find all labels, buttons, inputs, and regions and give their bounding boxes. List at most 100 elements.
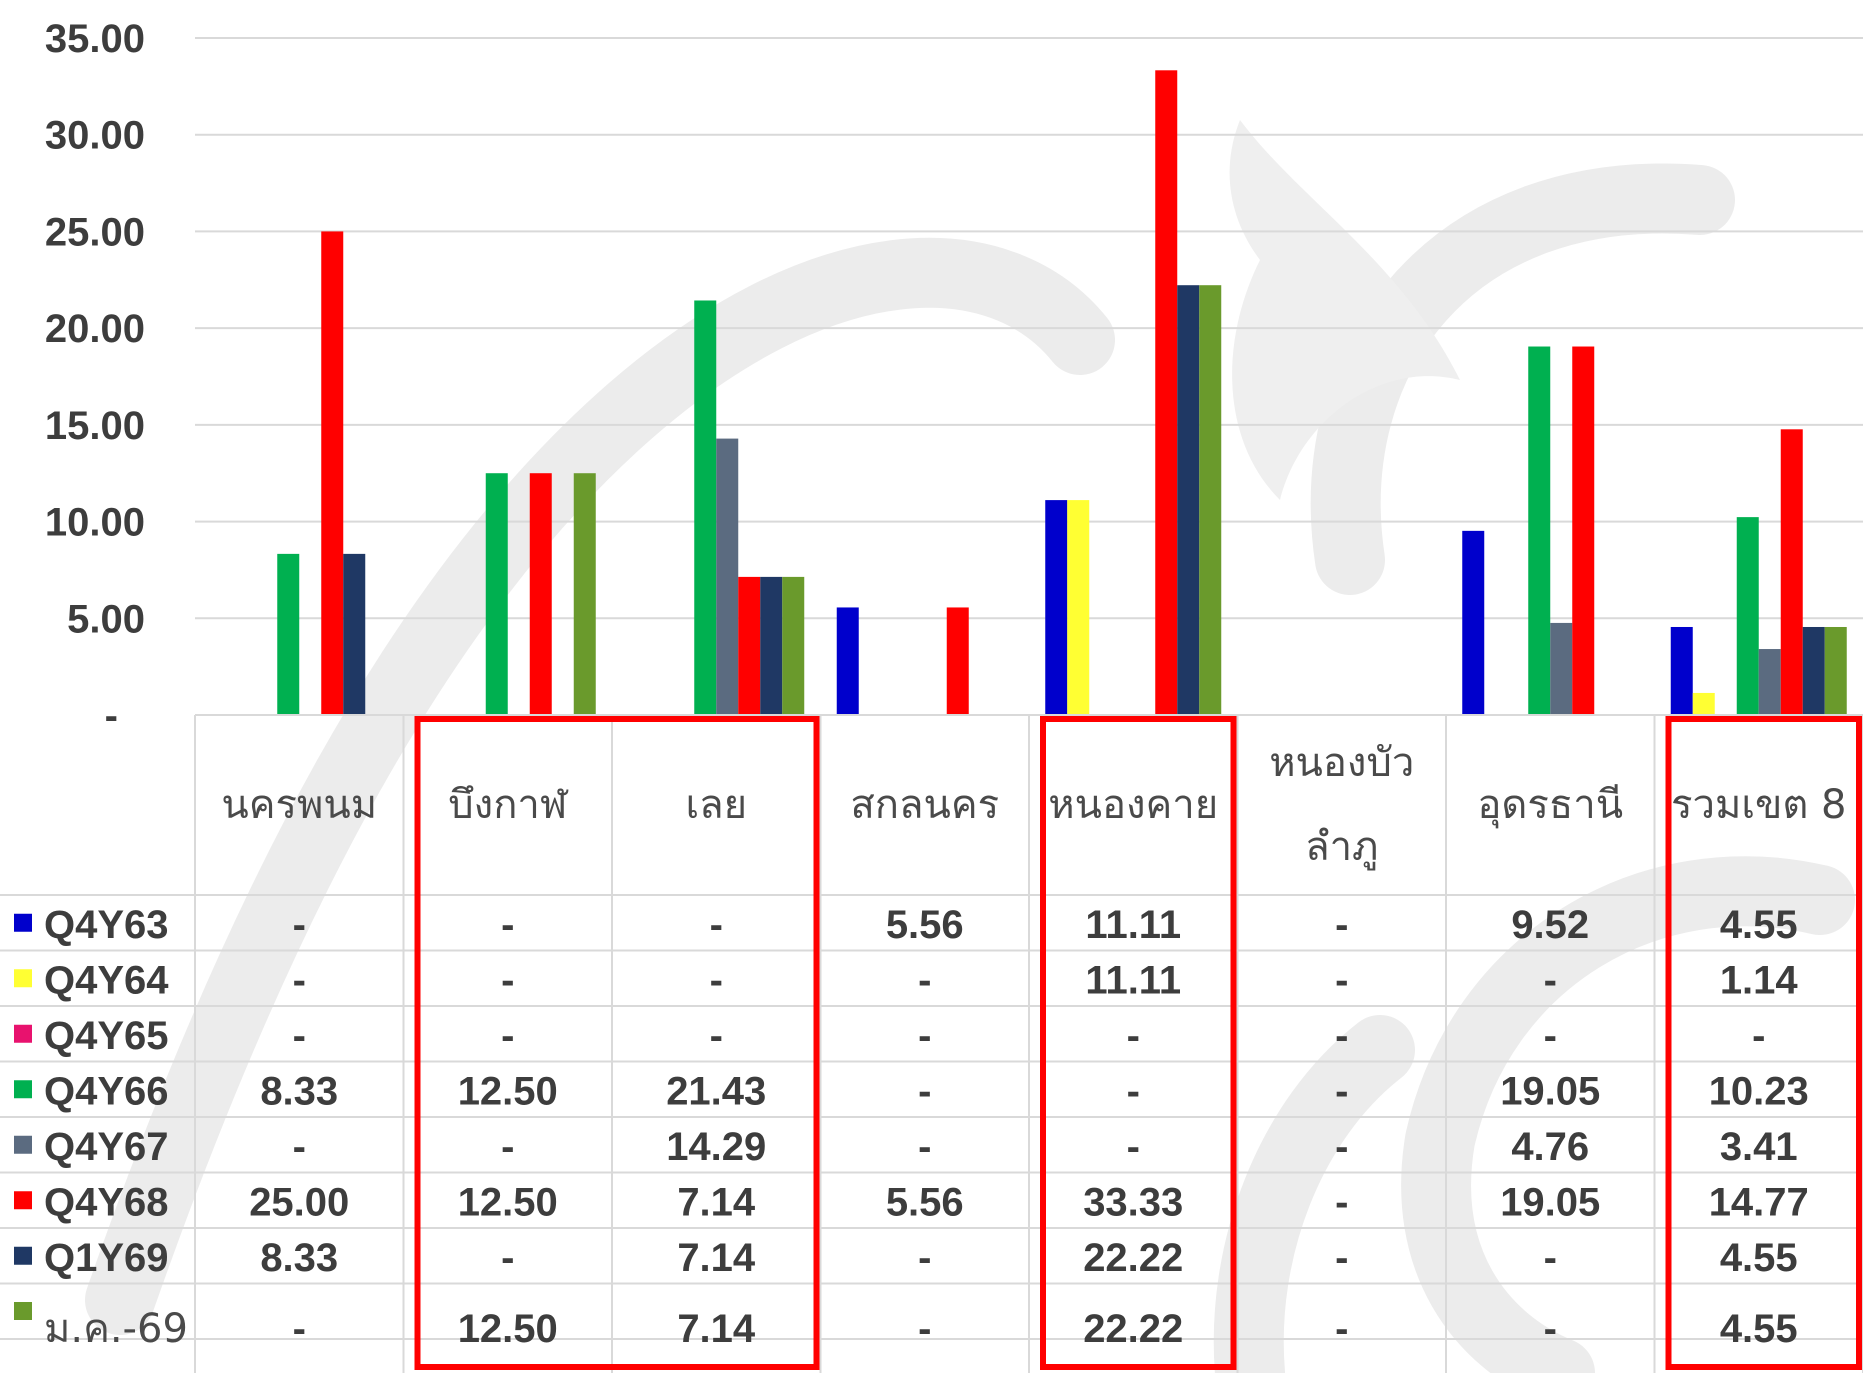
bar	[1067, 500, 1090, 715]
data-label: 14.77	[1709, 1180, 1809, 1224]
data-label: -	[293, 1125, 306, 1169]
data-label: 1.14	[1720, 958, 1799, 1002]
y-tick-label: 30.00	[45, 114, 145, 158]
bar	[694, 300, 717, 715]
y-tick-label: 35.00	[45, 17, 145, 61]
category-label: อุดรธานี	[1477, 782, 1623, 829]
data-label: 5.56	[886, 903, 964, 947]
bar	[1177, 285, 1200, 715]
category-label: เลย	[685, 782, 747, 828]
series-label: Q4Y68	[44, 1180, 169, 1224]
data-label: -	[918, 1125, 931, 1169]
y-tick-label: 20.00	[45, 307, 145, 351]
data-label: -	[1335, 1307, 1348, 1351]
bar	[277, 553, 300, 715]
bar	[573, 473, 596, 715]
data-label: -	[1335, 958, 1348, 1002]
data-label: -	[1544, 1307, 1557, 1351]
bar	[760, 576, 783, 715]
data-label: -	[918, 1014, 931, 1058]
data-label: 4.76	[1511, 1125, 1589, 1169]
data-label: 22.22	[1083, 1307, 1183, 1351]
y-tick-label: 10.00	[45, 501, 145, 545]
data-label: -	[501, 1125, 514, 1169]
data-label: -	[501, 958, 514, 1002]
bar	[1528, 346, 1551, 715]
data-label: 19.05	[1500, 1180, 1600, 1224]
data-label: 4.55	[1720, 903, 1798, 947]
category-label: สกลนคร	[850, 782, 999, 828]
bar	[738, 576, 761, 715]
bar	[836, 607, 859, 715]
bar	[1155, 70, 1178, 716]
data-label: -	[293, 958, 306, 1002]
data-label: 19.05	[1500, 1069, 1600, 1113]
category-label: รวมเขต 8	[1671, 782, 1846, 828]
series-label: ม.ค.-69	[44, 1306, 188, 1352]
legend-swatch	[14, 1246, 32, 1265]
bar	[1572, 346, 1595, 715]
data-label: -	[918, 1307, 931, 1351]
data-label: 7.14	[677, 1180, 756, 1224]
y-tick-label: -	[105, 694, 118, 738]
y-tick-label: 25.00	[45, 210, 145, 254]
legend-swatch	[14, 1080, 32, 1099]
data-label: 12.50	[458, 1180, 558, 1224]
category-label: หนองคาย	[1048, 782, 1218, 828]
data-label: -	[710, 903, 723, 947]
bar	[1736, 517, 1759, 715]
series-label: Q4Y66	[44, 1069, 169, 1113]
bar	[1670, 626, 1693, 715]
category-label: นครพนม	[221, 782, 377, 828]
data-label: -	[293, 1307, 306, 1351]
bar	[485, 473, 508, 715]
legend-swatch	[14, 1135, 32, 1154]
data-label: -	[501, 903, 514, 947]
highlight-boxes	[414, 716, 1862, 1370]
data-label: 10.23	[1709, 1069, 1809, 1113]
data-label: 7.14	[677, 1236, 756, 1280]
bar	[321, 231, 344, 715]
data-label: 4.55	[1720, 1307, 1798, 1351]
data-label: 22.22	[1083, 1236, 1183, 1280]
bar	[1550, 622, 1573, 715]
legend-swatch	[14, 1024, 32, 1043]
data-table: นครพนม บึงกาฬ เลย สกลนคร หนองคาย หนองบัวลำภู อ…	[0, 714, 1863, 1373]
data-label: -	[1127, 1069, 1140, 1113]
y-tick-label: 5.00	[67, 597, 145, 641]
data-label: 8.33	[260, 1236, 338, 1280]
highlight-box	[414, 716, 820, 1370]
data-label: 3.41	[1720, 1125, 1798, 1169]
bar	[1045, 500, 1068, 715]
legend-swatch	[14, 913, 32, 932]
data-label: -	[710, 958, 723, 1002]
legend-swatch	[14, 1191, 32, 1210]
data-label: -	[1544, 1236, 1557, 1280]
bar	[1758, 649, 1781, 715]
data-label: -	[501, 1236, 514, 1280]
data-label: -	[1752, 1014, 1765, 1058]
data-label: -	[293, 903, 306, 947]
bar	[1824, 626, 1847, 715]
data-label: 11.11	[1085, 903, 1181, 947]
data-label: 12.50	[458, 1069, 558, 1113]
bar	[716, 438, 739, 715]
bar	[1199, 285, 1222, 715]
category-label: บึงกาฬ	[448, 782, 569, 828]
gridlines	[195, 37, 1863, 620]
y-axis-ticks: 35.00 30.00 25.00 20.00 15.00 10.00 5.00 -	[45, 17, 145, 738]
series-label: Q1Y69	[44, 1236, 169, 1280]
bar	[1692, 692, 1715, 715]
data-label: -	[1335, 903, 1348, 947]
y-tick-label: 15.00	[45, 404, 145, 448]
data-label: 9.52	[1511, 903, 1589, 947]
data-label: -	[1335, 1180, 1348, 1224]
bar	[782, 576, 805, 715]
data-label: 14.29	[666, 1125, 766, 1169]
data-label: -	[710, 1014, 723, 1058]
data-label: 4.55	[1720, 1236, 1798, 1280]
series-label: Q4Y65	[44, 1014, 169, 1058]
bar	[1462, 530, 1485, 715]
highlight-box	[1040, 716, 1237, 1370]
